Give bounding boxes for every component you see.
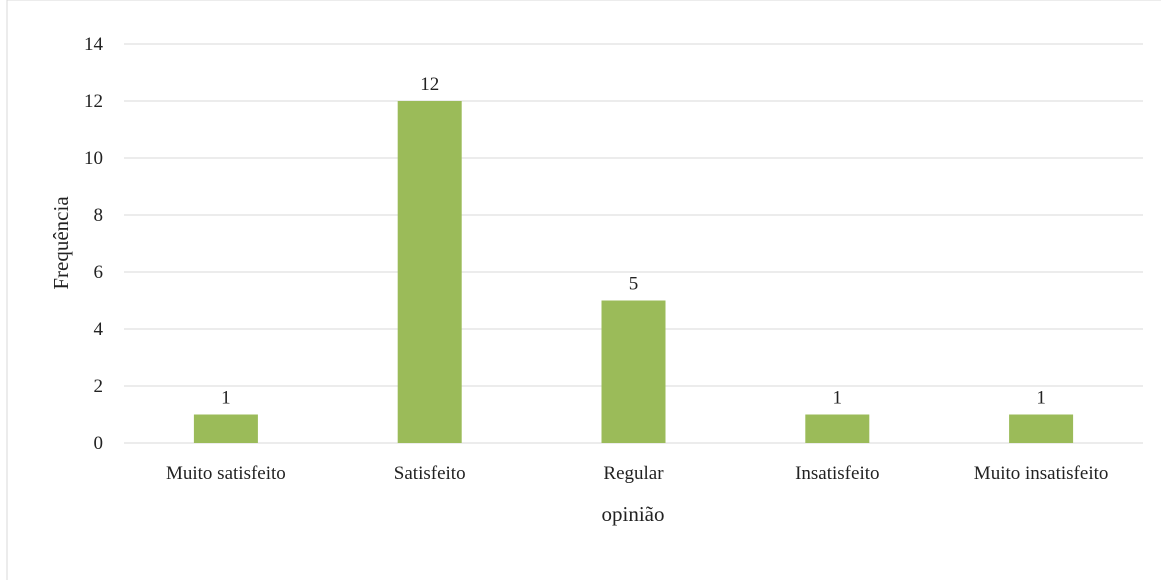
gridlines — [124, 43, 1143, 444]
y-axis-title: Frequência — [49, 196, 73, 290]
y-tick-label: 14 — [84, 34, 104, 55]
x-axis-categories: Muito satisfeito Satisfeito Regular Insatis… — [166, 463, 1108, 484]
bar — [397, 101, 462, 443]
data-label: 1 — [833, 388, 843, 409]
y-tick-label: 0 — [94, 433, 104, 454]
bar — [601, 300, 666, 443]
data-labels: 1 12 5 1 1 — [221, 74, 1046, 409]
data-label: 1 — [221, 388, 231, 409]
category-label: Satisfeito — [394, 463, 466, 484]
bar — [1009, 414, 1074, 443]
y-tick-label: 4 — [94, 319, 104, 340]
y-tick-label: 8 — [94, 205, 104, 226]
bar — [805, 414, 870, 443]
category-label: Insatisfeito — [795, 463, 879, 484]
x-axis-title: opinião — [602, 502, 665, 526]
category-label: Muito insatisfeito — [974, 463, 1109, 484]
data-label: 1 — [1036, 388, 1046, 409]
y-tick-label: 2 — [94, 376, 104, 397]
category-label: Muito satisfeito — [166, 463, 286, 484]
y-tick-label: 6 — [94, 262, 104, 283]
y-tick-label: 10 — [84, 148, 103, 169]
y-axis-ticks: 0 2 4 6 8 10 12 14 — [84, 34, 104, 454]
data-label: 12 — [420, 74, 439, 95]
bars — [193, 101, 1074, 443]
category-label: Regular — [603, 463, 664, 484]
data-label: 5 — [629, 274, 639, 295]
bar — [193, 414, 258, 443]
y-tick-label: 12 — [84, 91, 103, 112]
